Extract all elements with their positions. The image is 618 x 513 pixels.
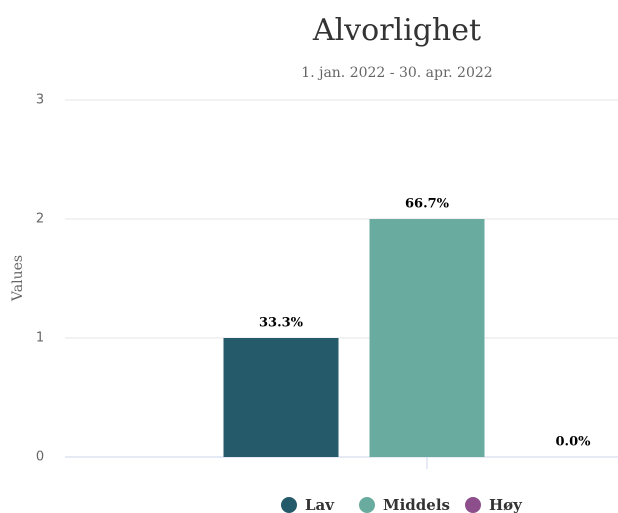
legend-label: Høy (489, 496, 523, 513)
data-label: 33.3% (259, 316, 304, 331)
y-tick-label: 3 (36, 93, 44, 108)
bar (223, 338, 339, 457)
legend-marker (281, 497, 297, 513)
data-label: 66.7% (405, 197, 450, 212)
legend-label: Lav (305, 496, 335, 513)
legend-marker (465, 497, 481, 513)
y-tick-label: 0 (36, 450, 44, 465)
legend-marker (359, 497, 375, 513)
legend-label: Middels (383, 496, 450, 513)
y-axis-title: Values (10, 255, 26, 302)
bar (369, 219, 485, 457)
data-label: 0.0% (556, 435, 592, 450)
chart-title: Alvorlighet (312, 13, 481, 48)
chart-subtitle: 1. jan. 2022 - 30. apr. 2022 (301, 65, 492, 81)
y-tick-label: 1 (36, 331, 44, 346)
y-tick-label: 2 (36, 212, 44, 227)
